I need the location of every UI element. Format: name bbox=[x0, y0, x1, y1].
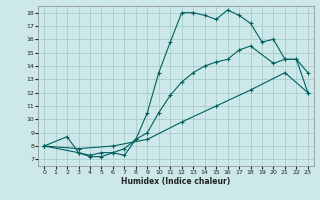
X-axis label: Humidex (Indice chaleur): Humidex (Indice chaleur) bbox=[121, 177, 231, 186]
